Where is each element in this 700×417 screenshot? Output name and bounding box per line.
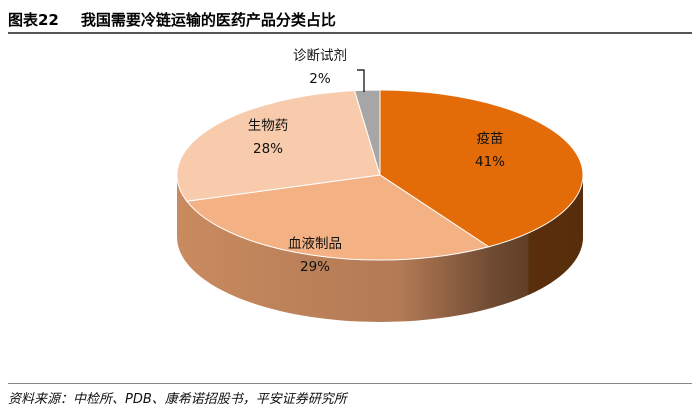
pie-slice xyxy=(186,174,490,261)
slice-label: 诊断试剂 xyxy=(293,48,347,64)
slice-value-label: 29% xyxy=(300,259,330,275)
pie-slice xyxy=(353,89,381,176)
slice-label: 生物药 xyxy=(248,118,289,134)
slice-value-label: 28% xyxy=(253,141,283,157)
figure-title-bar: 图表22 我国需要冷链运输的医药产品分类占比 xyxy=(8,6,692,34)
pie-side-vaccine xyxy=(528,175,583,295)
pie-slice xyxy=(176,90,381,202)
pie-side-wall xyxy=(177,175,583,322)
slice-label: 血液制品 xyxy=(288,236,342,252)
leader-line xyxy=(357,69,365,92)
pie-chart-svg: 疫苗 41% 血液制品 29% 生物药 28% 诊断试剂 2% xyxy=(176,48,584,322)
source-note: 资料来源：中检所、PDB、康希诺招股书，平安证券研究所 xyxy=(8,383,692,410)
slice-value-label: 2% xyxy=(309,71,331,87)
figure-number: 图表22 xyxy=(8,10,59,29)
figure-title: 我国需要冷链运输的医药产品分类占比 xyxy=(80,10,336,29)
pie-slice xyxy=(379,89,584,248)
pie-chart: 疫苗 41% 血液制品 29% 生物药 28% 诊断试剂 2% xyxy=(0,36,700,376)
slice-label: 疫苗 xyxy=(477,131,504,147)
slice-value-label: 41% xyxy=(475,154,505,170)
